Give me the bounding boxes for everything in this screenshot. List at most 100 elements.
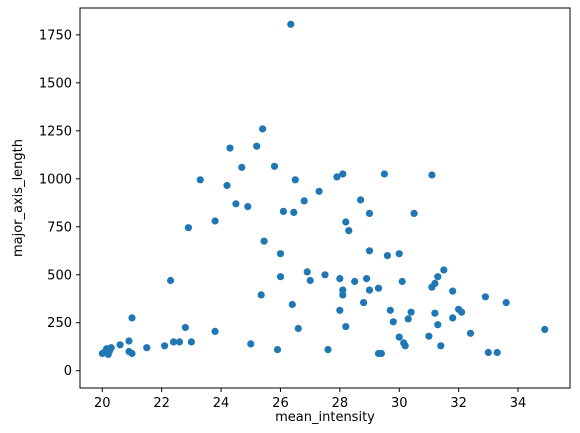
data-point [383, 252, 391, 260]
y-axis-label: major_axis_length [11, 139, 26, 257]
data-point [187, 338, 195, 346]
data-point [541, 325, 549, 334]
data-point [294, 324, 302, 333]
plot-frame [79, 7, 571, 389]
data-point [259, 125, 267, 133]
data-point [360, 299, 368, 307]
data-point [425, 332, 433, 340]
data-point [345, 227, 353, 235]
data-point [377, 349, 385, 358]
data-point [291, 176, 299, 184]
y-axis-ticks: 0 250 500 750 1000 1250 1500 1750 [39, 28, 80, 379]
data-point [184, 224, 192, 232]
data-point [306, 276, 314, 285]
data-point [288, 300, 296, 309]
data-point [116, 341, 124, 349]
x-tick-label: 32 [450, 396, 467, 411]
data-point [431, 309, 439, 317]
data-point [339, 170, 347, 178]
data-point [336, 306, 344, 314]
data-point [273, 346, 282, 354]
data-point [226, 144, 234, 152]
data-point [401, 342, 409, 350]
data-point [466, 329, 475, 337]
x-tick-label: 24 [213, 396, 230, 411]
data-point [365, 209, 374, 217]
data-point [279, 207, 287, 215]
data-point [128, 349, 136, 358]
data-point [440, 266, 448, 274]
data-point [238, 163, 246, 171]
data-point [437, 342, 445, 350]
data-point [434, 321, 442, 329]
data-points [98, 20, 549, 358]
x-tick-label: 22 [153, 396, 170, 411]
data-point [276, 250, 285, 258]
data-point [380, 170, 388, 178]
data-point [211, 217, 219, 225]
y-tick-label: 500 [47, 268, 72, 283]
data-point [287, 20, 295, 28]
x-axis-label: mean_intensity [275, 410, 375, 425]
data-point [339, 286, 347, 294]
data-point [315, 187, 323, 195]
data-point [395, 250, 403, 258]
data-point [167, 276, 175, 285]
data-point [357, 196, 365, 204]
data-point [484, 348, 492, 357]
x-tick-label: 30 [391, 396, 408, 411]
data-point [196, 176, 204, 184]
data-point [104, 346, 112, 354]
data-point [336, 275, 344, 283]
x-tick-label: 26 [272, 396, 289, 411]
data-point [481, 293, 489, 301]
data-point [428, 171, 436, 179]
y-tick-label: 250 [47, 316, 72, 331]
data-point [223, 181, 231, 190]
data-point [386, 306, 394, 314]
data-point [303, 268, 311, 276]
data-point [143, 344, 151, 352]
data-point [333, 173, 341, 181]
data-point [493, 348, 501, 357]
data-point [290, 208, 298, 216]
data-point [431, 279, 439, 287]
data-point [276, 273, 285, 281]
data-point [365, 286, 374, 294]
data-point [244, 203, 252, 211]
data-point [125, 337, 133, 345]
data-point [502, 299, 510, 307]
x-tick-label: 34 [510, 396, 527, 411]
data-point [270, 162, 279, 170]
data-point [342, 323, 350, 331]
data-point [449, 314, 457, 322]
data-point [365, 247, 374, 255]
data-point [363, 275, 371, 283]
data-point [342, 218, 350, 226]
y-tick-label: 750 [47, 220, 72, 235]
data-point [404, 315, 412, 323]
data-point [260, 237, 268, 245]
y-tick-label: 1750 [39, 28, 72, 43]
data-point [434, 273, 442, 281]
data-point [257, 291, 265, 299]
y-tick-label: 1250 [39, 124, 72, 139]
data-point [458, 308, 466, 316]
x-tick-label: 28 [332, 396, 349, 411]
data-point [449, 287, 457, 295]
data-point [300, 197, 308, 205]
y-tick-label: 1500 [39, 76, 72, 91]
y-tick-label: 1000 [39, 172, 72, 187]
data-point [128, 314, 136, 322]
data-point [389, 318, 397, 326]
y-tick-label: 0 [64, 364, 72, 379]
data-point [324, 346, 332, 354]
data-point [395, 333, 403, 341]
data-point [169, 338, 178, 346]
data-point [161, 342, 169, 350]
data-point [351, 277, 359, 286]
data-point [181, 323, 189, 332]
x-tick-label: 20 [94, 396, 111, 411]
data-point [374, 284, 383, 292]
